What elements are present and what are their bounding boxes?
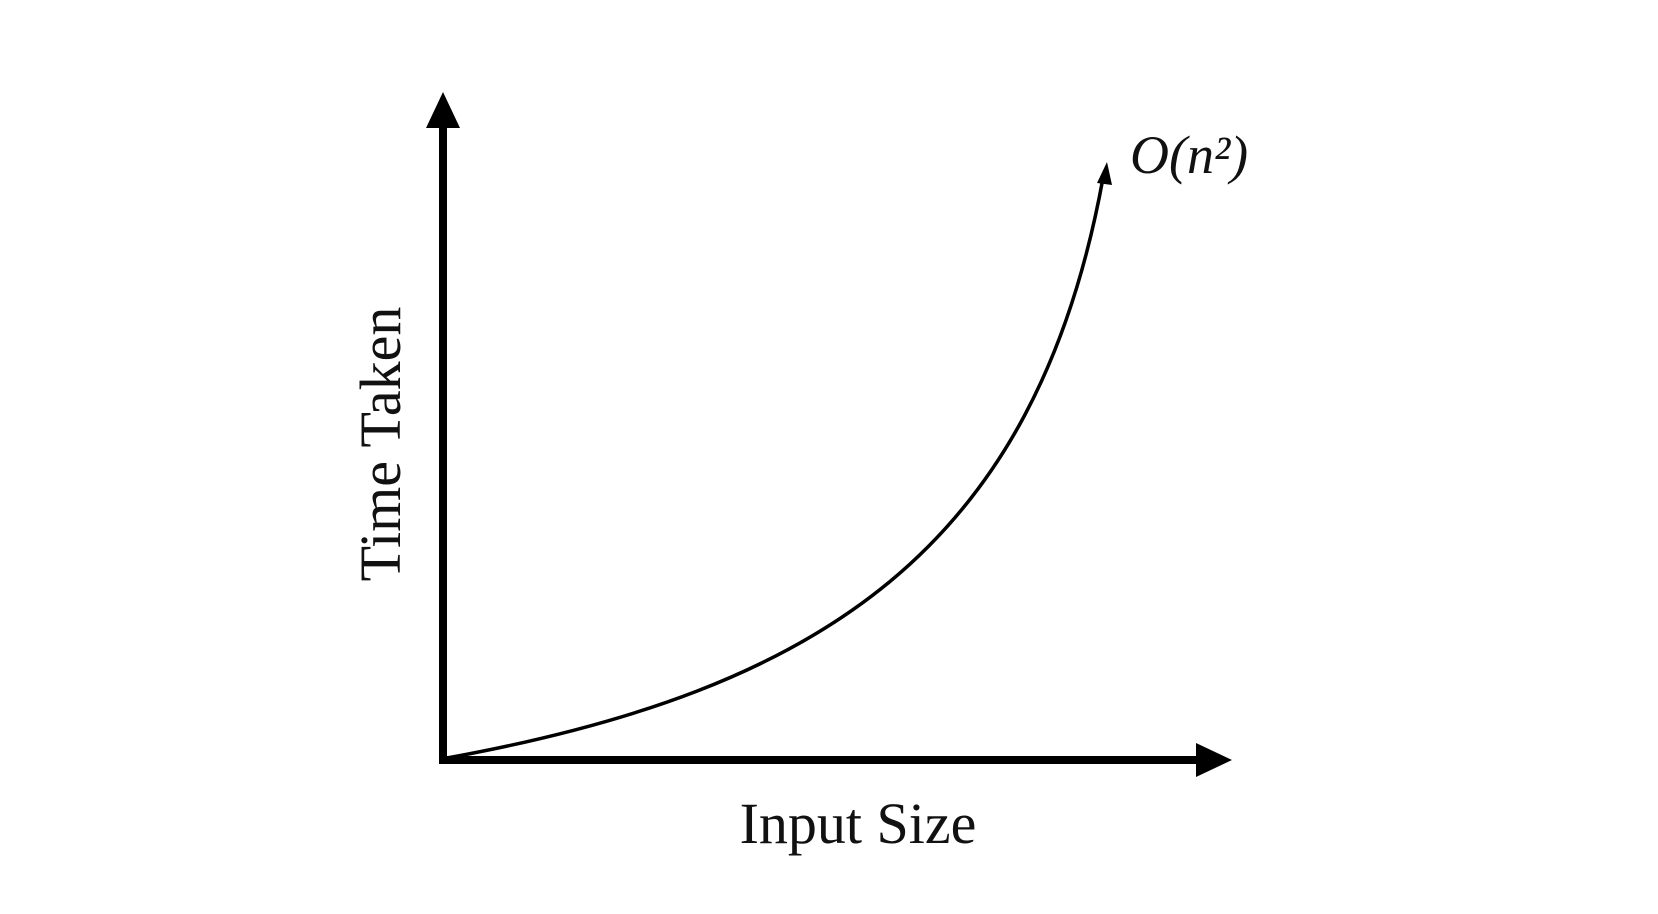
curve-label: O(n²) [1130,125,1248,185]
x-axis-label: Input Size [740,791,977,856]
curve-arrowhead [1097,162,1112,185]
growth-curve-line [445,176,1105,760]
x-axis-arrowhead [1196,743,1232,777]
y-axis-label: Time Taken [348,307,413,582]
y-axis-arrowhead [426,92,460,128]
quadratic-curve [447,412,1080,758]
